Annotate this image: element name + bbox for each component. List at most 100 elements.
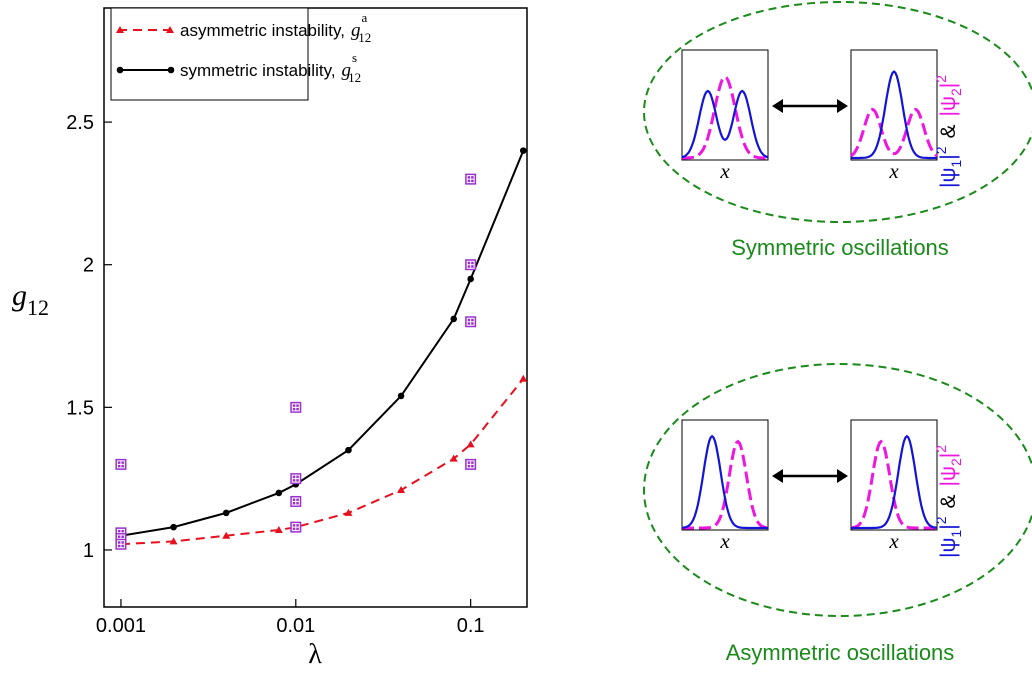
density-label-part: |ψ [937, 168, 960, 188]
legend-label-part: symmetric instability, [180, 61, 336, 80]
panel-x-label: x [719, 529, 730, 553]
marker [450, 315, 458, 323]
legend-label: asymmetric instability, ga 12 [180, 10, 371, 45]
data-point [465, 316, 477, 328]
density-label-part: |ψ [937, 466, 960, 486]
density-label-part: |ψ [937, 538, 960, 558]
panel-x-label: x [888, 529, 899, 553]
data-point [465, 173, 477, 185]
data-point [465, 458, 477, 470]
legend-label-part: a [362, 10, 368, 25]
legend-label-part: asymmetric instability, [180, 21, 345, 40]
panel-x-label: x [719, 159, 730, 183]
marker [397, 392, 405, 400]
marker [274, 525, 283, 533]
x-axis-label: λ [308, 639, 322, 670]
marker [466, 440, 475, 448]
density-label-part: 1 [948, 160, 964, 168]
diagram-caption: Symmetric oscillations [731, 235, 949, 260]
point-cross [291, 497, 300, 506]
y-tick-label: 2 [83, 255, 94, 277]
density-label-part: | [937, 524, 960, 529]
panel [681, 49, 769, 161]
x-tick-label: 0.1 [457, 615, 485, 637]
legend-marker [116, 26, 124, 33]
point-cross [466, 317, 475, 326]
legend-label-part: g [342, 60, 352, 81]
y-label-sub: 12 [27, 295, 49, 320]
density-label-part: 2 [933, 516, 949, 524]
marker [170, 523, 177, 531]
ellipse-boundary [643, 363, 1032, 617]
density-label-part: | [937, 83, 960, 88]
marker [467, 275, 474, 283]
series-line [120, 378, 525, 546]
panel [850, 49, 938, 161]
legend-label-part: 12 [358, 30, 371, 45]
x-tick-label: 0.001 [96, 615, 146, 637]
density-1 [681, 434, 768, 530]
density-1 [681, 89, 769, 159]
legend-label-part: s [352, 50, 357, 65]
x-tick-label: 0.01 [276, 615, 315, 637]
y-axis-label: g12 [12, 279, 49, 320]
y-tick-label: 1.5 [66, 397, 94, 419]
data-point [290, 495, 302, 507]
point-cross [291, 474, 300, 483]
point-cross [466, 260, 475, 269]
density-label-part: & [937, 494, 960, 508]
density-label-part: | [937, 154, 960, 159]
marker [222, 531, 231, 539]
point-cross [291, 523, 300, 532]
plot-frame [103, 7, 528, 608]
density-label-part: 2 [933, 445, 949, 453]
marker [169, 537, 178, 545]
marker [449, 454, 458, 462]
density-2 [850, 107, 938, 158]
data-point [290, 401, 302, 413]
density-1 [851, 434, 938, 530]
point-cross [466, 460, 475, 469]
legend-label-part: 12 [348, 70, 361, 85]
density-label-part: 2 [933, 75, 949, 83]
density-label: |ψ1|2&|ψ2|2 [933, 445, 964, 558]
legend-marker [167, 66, 175, 74]
data-point [290, 473, 302, 485]
ellipse-boundary [643, 1, 1032, 223]
y-tick-label: 2.5 [66, 112, 94, 134]
marker [275, 489, 283, 497]
legend-marker [116, 66, 124, 74]
density-label-part: | [937, 453, 960, 458]
marker [344, 508, 353, 516]
data-point [290, 521, 302, 533]
data-point [465, 259, 477, 271]
marker [519, 374, 528, 382]
density-label-part: 2 [933, 146, 949, 154]
data-point [115, 538, 127, 550]
marker [345, 446, 352, 454]
density-2 [682, 75, 768, 160]
legend-marker [166, 26, 174, 33]
density-label-part: |ψ [937, 96, 960, 116]
y-tick-label: 1 [83, 540, 94, 562]
point-cross [291, 403, 300, 412]
density-1 [851, 70, 937, 160]
density-label-part: 1 [948, 530, 964, 538]
point-cross [466, 175, 475, 184]
point-cross [116, 540, 125, 549]
marker [397, 486, 406, 494]
legend-label-part: g [351, 20, 361, 41]
series-line [120, 150, 525, 537]
y-label-base: g [12, 279, 27, 312]
legend-box [110, 7, 309, 101]
density-label-part: 2 [948, 458, 964, 466]
legend-label: symmetric instability, gs 12 [180, 50, 361, 85]
panel-x-label: x [888, 159, 899, 183]
marker [519, 147, 527, 154]
density-label-part: & [937, 124, 960, 138]
diagram-caption: Asymmetric oscillations [726, 640, 955, 665]
density-label: |ψ1|2&|ψ2|2 [933, 75, 964, 188]
